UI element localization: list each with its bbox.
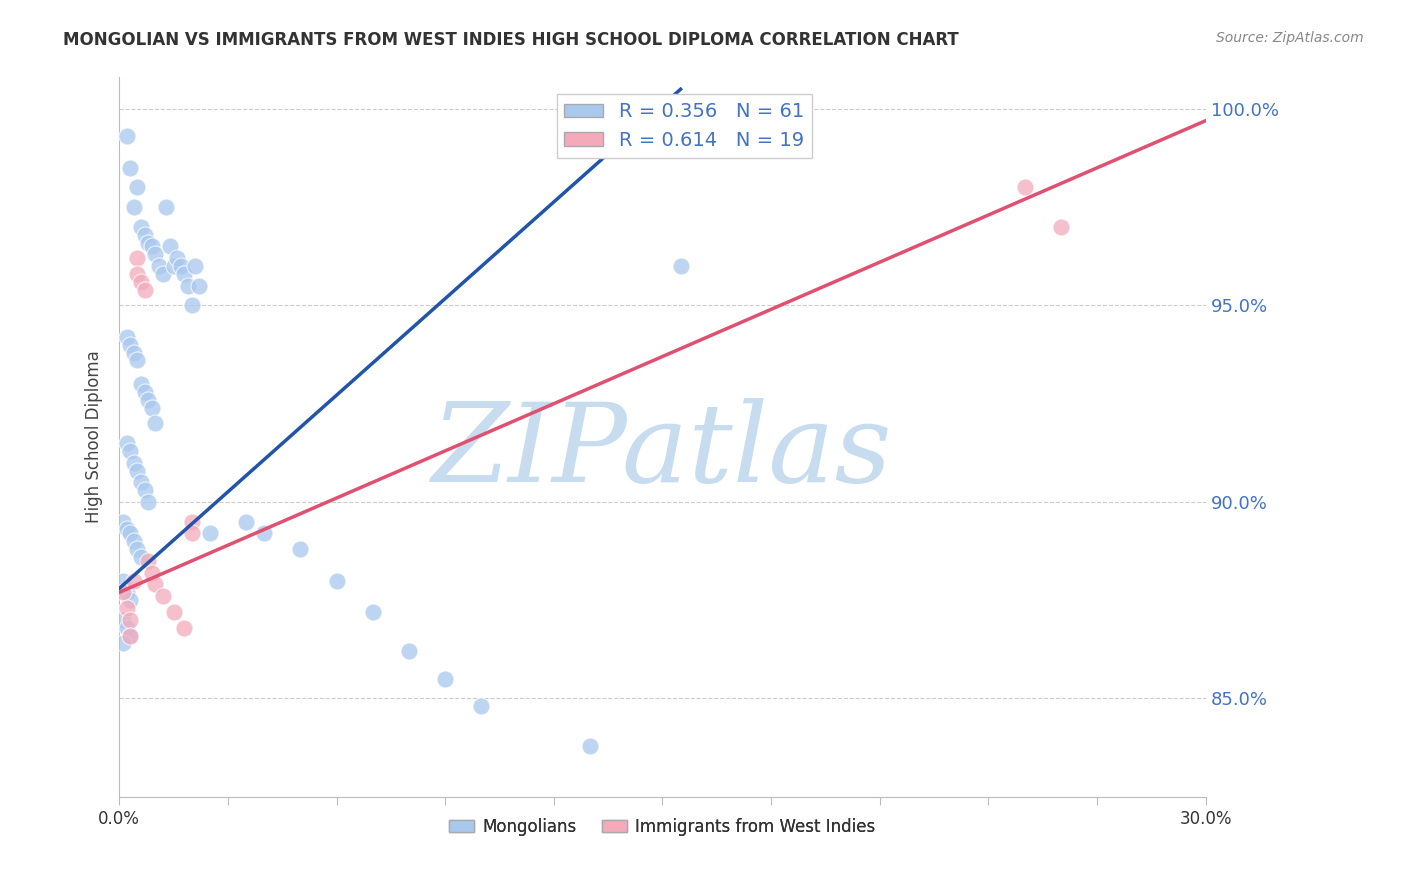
Text: MONGOLIAN VS IMMIGRANTS FROM WEST INDIES HIGH SCHOOL DIPLOMA CORRELATION CHART: MONGOLIAN VS IMMIGRANTS FROM WEST INDIES… xyxy=(63,31,959,49)
Point xyxy=(325,574,347,588)
Point xyxy=(136,235,159,250)
Point xyxy=(127,252,149,266)
Point xyxy=(180,298,202,312)
Point xyxy=(122,534,145,549)
Point xyxy=(111,613,134,627)
Point xyxy=(398,644,420,658)
Point xyxy=(120,629,142,643)
Point xyxy=(111,636,134,650)
Point xyxy=(120,593,142,607)
Point xyxy=(127,353,149,368)
Point xyxy=(434,672,457,686)
Point xyxy=(152,589,174,603)
Point xyxy=(115,621,138,635)
Point xyxy=(1014,180,1036,194)
Point xyxy=(111,515,134,529)
Point xyxy=(141,239,163,253)
Point xyxy=(122,200,145,214)
Point xyxy=(235,515,257,529)
Point xyxy=(470,699,492,714)
Point xyxy=(180,515,202,529)
Point xyxy=(134,283,156,297)
Point xyxy=(120,629,142,643)
Point xyxy=(162,605,184,619)
Point xyxy=(166,252,188,266)
Point xyxy=(290,542,312,557)
Point xyxy=(145,577,167,591)
Point xyxy=(134,483,156,498)
Point xyxy=(127,267,149,281)
Point xyxy=(170,259,193,273)
Point xyxy=(152,267,174,281)
Point xyxy=(122,456,145,470)
Point xyxy=(136,495,159,509)
Point xyxy=(579,739,602,753)
Point xyxy=(173,621,195,635)
Point xyxy=(122,574,145,588)
Point xyxy=(162,259,184,273)
Point xyxy=(134,384,156,399)
Point xyxy=(111,585,134,599)
Point xyxy=(361,605,384,619)
Point xyxy=(253,526,276,541)
Point xyxy=(177,278,200,293)
Point xyxy=(115,330,138,344)
Point xyxy=(127,463,149,477)
Point xyxy=(120,443,142,458)
Point xyxy=(184,259,207,273)
Point xyxy=(122,345,145,359)
Y-axis label: High School Diploma: High School Diploma xyxy=(86,351,103,524)
Text: Source: ZipAtlas.com: Source: ZipAtlas.com xyxy=(1216,31,1364,45)
Point xyxy=(129,377,152,392)
Point xyxy=(141,566,163,580)
Point xyxy=(145,417,167,431)
Point xyxy=(141,401,163,415)
Point xyxy=(115,129,138,144)
Point xyxy=(198,526,221,541)
Point xyxy=(129,475,152,490)
Point xyxy=(1049,219,1071,234)
Text: ZIPatlas: ZIPatlas xyxy=(432,398,893,505)
Point xyxy=(180,526,202,541)
Point xyxy=(115,523,138,537)
Point xyxy=(115,585,138,599)
Point xyxy=(120,613,142,627)
Point xyxy=(129,549,152,564)
Point xyxy=(127,180,149,194)
Point xyxy=(129,219,152,234)
Point xyxy=(134,227,156,242)
Point xyxy=(136,554,159,568)
Point xyxy=(136,392,159,407)
Point xyxy=(159,239,181,253)
Point xyxy=(129,275,152,289)
Point xyxy=(148,259,170,273)
Point xyxy=(120,161,142,175)
Point xyxy=(120,337,142,351)
Point xyxy=(155,200,177,214)
Point xyxy=(111,574,134,588)
Point xyxy=(115,436,138,450)
Legend: Mongolians, Immigrants from West Indies: Mongolians, Immigrants from West Indies xyxy=(443,811,882,842)
Point xyxy=(187,278,209,293)
Point xyxy=(127,542,149,557)
Point xyxy=(173,267,195,281)
Point xyxy=(145,247,167,261)
Point xyxy=(120,526,142,541)
Point xyxy=(115,601,138,615)
Point xyxy=(669,259,692,273)
